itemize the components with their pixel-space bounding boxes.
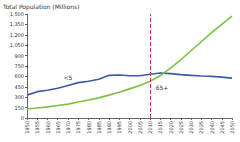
svg-text:2020: 2020: [168, 121, 174, 134]
svg-text:1955: 1955: [34, 121, 40, 134]
svg-text:1960: 1960: [45, 121, 51, 134]
svg-text:1950: 1950: [24, 121, 30, 134]
svg-text:2045: 2045: [219, 121, 225, 134]
svg-text:2000: 2000: [127, 121, 133, 134]
svg-text:2010: 2010: [147, 121, 153, 134]
svg-text:2040: 2040: [209, 121, 215, 134]
svg-text:2025: 2025: [178, 121, 184, 134]
svg-text:2030: 2030: [188, 121, 194, 134]
svg-text:300: 300: [14, 94, 24, 100]
svg-text:450: 450: [14, 84, 24, 90]
svg-text:2035: 2035: [198, 121, 204, 134]
svg-text:1,500: 1,500: [10, 11, 24, 17]
svg-text:150: 150: [14, 105, 24, 111]
svg-text:Total Population (Millions): Total Population (Millions): [2, 3, 79, 11]
svg-text:900: 900: [14, 53, 24, 59]
svg-text:<5: <5: [64, 74, 73, 81]
svg-text:1980: 1980: [86, 121, 92, 134]
svg-text:1970: 1970: [65, 121, 71, 134]
svg-text:750: 750: [14, 63, 24, 69]
svg-text:1965: 1965: [55, 121, 61, 134]
svg-text:65+: 65+: [156, 84, 169, 91]
svg-text:1975: 1975: [75, 121, 81, 134]
svg-text:1,050: 1,050: [10, 42, 24, 48]
svg-text:1,200: 1,200: [10, 32, 24, 38]
svg-text:1995: 1995: [116, 121, 122, 134]
svg-text:1990: 1990: [106, 121, 112, 134]
svg-text:2005: 2005: [137, 121, 143, 134]
svg-text:2050: 2050: [229, 121, 235, 134]
svg-text:2015: 2015: [157, 121, 163, 134]
svg-text:1985: 1985: [96, 121, 102, 134]
svg-text:600: 600: [14, 73, 24, 79]
svg-text:1,350: 1,350: [10, 21, 24, 27]
svg-text:0: 0: [21, 115, 24, 121]
